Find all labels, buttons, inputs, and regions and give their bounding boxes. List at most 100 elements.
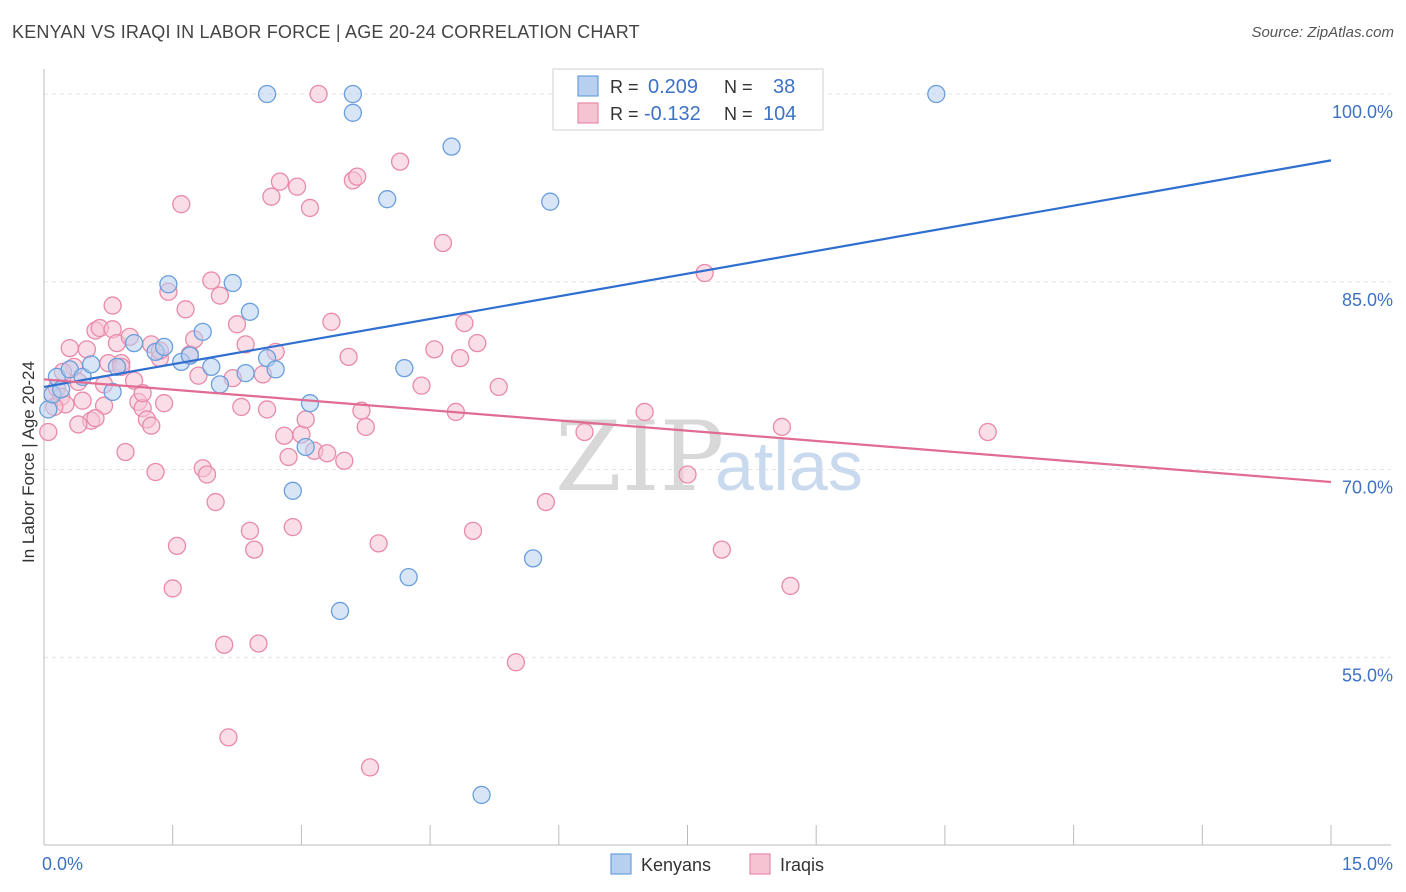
y-tick-label-3: 100.0% (1332, 102, 1393, 122)
point-iraqis-83 (468, 333, 487, 353)
point-iraqis-85 (506, 653, 526, 672)
point-iraqis-55 (270, 172, 290, 191)
legend-n-label-kenyans: N = (724, 77, 753, 97)
point-kenyans-9 (124, 333, 144, 353)
watermark: ZIP atlas (555, 401, 863, 513)
trend-line-kenyans (43, 159, 1332, 388)
data-points (39, 84, 997, 805)
point-kenyans-37 (927, 84, 946, 104)
x-tick-labels: 0.0% 15.0% (42, 854, 1393, 874)
point-kenyans-27 (257, 84, 277, 104)
point-kenyans-29 (343, 103, 363, 122)
point-iraqis-49 (245, 540, 264, 559)
legend-r-value-iraqis: -0.132 (644, 103, 701, 125)
point-iraqis-77 (425, 340, 444, 359)
point-iraqis-62 (300, 198, 320, 218)
point-kenyans-8 (107, 357, 127, 377)
point-iraqis-53 (262, 187, 281, 206)
point-iraqis-39 (202, 271, 221, 290)
point-iraqis-42 (215, 635, 234, 654)
point-iraqis-73 (360, 758, 380, 777)
point-iraqis-59 (287, 177, 307, 196)
series-legend-label-kenyans: Kenyans (641, 855, 711, 875)
point-iraqis-67 (335, 451, 354, 470)
trend-lines (43, 159, 1332, 484)
point-iraqis-28 (154, 394, 174, 413)
point-iraqis-66 (322, 312, 341, 331)
legend-r-label-kenyans: R = (610, 77, 639, 97)
point-kenyans-31 (395, 358, 414, 378)
point-iraqis-91 (712, 540, 731, 559)
legend-swatch-kenyans (577, 75, 599, 97)
point-iraqis-8 (73, 391, 92, 410)
point-iraqis-94 (978, 422, 997, 442)
point-iraqis-46 (232, 397, 251, 417)
point-iraqis-98 (86, 409, 105, 428)
point-kenyans-15 (193, 322, 212, 341)
point-kenyans-19 (236, 363, 255, 383)
point-kenyans-16 (202, 357, 221, 377)
series-legend-label-iraqis: Iraqis (780, 855, 824, 875)
point-iraqis-0 (39, 422, 58, 442)
point-iraqis-9 (77, 340, 97, 359)
point-iraqis-48 (240, 521, 260, 540)
point-kenyans-34 (472, 785, 491, 805)
point-iraqis-43 (219, 728, 238, 747)
point-iraqis-40 (206, 492, 225, 512)
point-iraqis-19 (116, 442, 135, 462)
point-kenyans-7 (103, 382, 122, 402)
y-tick-label-0: 55.0% (1342, 665, 1393, 685)
point-iraqis-81 (455, 313, 474, 333)
point-kenyans-12 (159, 275, 178, 294)
point-iraqis-90 (695, 263, 714, 283)
point-kenyans-6 (82, 355, 101, 374)
point-iraqis-65 (317, 444, 337, 463)
point-iraqis-64 (309, 84, 328, 104)
point-kenyans-30 (378, 190, 397, 209)
point-kenyans-22 (266, 360, 285, 379)
watermark-zip: ZIP (555, 401, 724, 513)
watermark-atlas: atlas (715, 427, 863, 505)
y-tick-label-2: 85.0% (1342, 290, 1393, 310)
y-axis-title: In Labor Force | Age 20-24 (19, 361, 38, 563)
point-iraqis-82 (463, 521, 483, 540)
point-kenyans-36 (541, 192, 560, 211)
point-kenyans-23 (283, 481, 302, 500)
point-iraqis-5 (60, 338, 79, 358)
point-iraqis-101 (133, 384, 152, 403)
series-legend-swatch-iraqis (749, 853, 771, 875)
point-iraqis-92 (772, 417, 792, 437)
point-iraqis-30 (163, 579, 182, 598)
point-iraqis-38 (197, 465, 217, 484)
point-kenyans-25 (300, 394, 320, 413)
point-kenyans-17 (210, 375, 230, 394)
series-legend-swatch-kenyans (610, 853, 632, 875)
point-kenyans-18 (223, 273, 242, 293)
legend-r-label-iraqis: R = (610, 104, 639, 124)
point-iraqis-68 (339, 347, 358, 367)
point-iraqis-47 (236, 335, 255, 354)
point-iraqis-32 (172, 195, 191, 214)
legend-swatch-iraqis (577, 102, 599, 124)
point-iraqis-26 (146, 462, 165, 482)
point-kenyans-28 (343, 84, 363, 104)
point-iraqis-80 (450, 348, 470, 368)
point-iraqis-75 (390, 152, 410, 171)
point-iraqis-56 (275, 426, 294, 445)
x-tick-label-0: 0.0% (42, 854, 83, 874)
point-iraqis-33 (176, 300, 195, 319)
point-iraqis-76 (412, 376, 431, 395)
point-kenyans-26 (330, 601, 350, 621)
chart-source: Source: ZipAtlas.com (1251, 24, 1394, 41)
point-iraqis-70 (348, 167, 367, 186)
point-iraqis-41 (210, 286, 230, 305)
point-kenyans-20 (240, 302, 260, 321)
point-iraqis-74 (369, 534, 388, 553)
point-iraqis-36 (189, 366, 208, 385)
legend-n-value-kenyans: 38 (773, 76, 795, 98)
point-kenyans-11 (154, 337, 174, 357)
legend-r-value-kenyans: 0.209 (648, 76, 698, 98)
point-iraqis-72 (356, 417, 375, 437)
point-iraqis-31 (167, 536, 187, 556)
point-iraqis-13 (94, 396, 114, 415)
